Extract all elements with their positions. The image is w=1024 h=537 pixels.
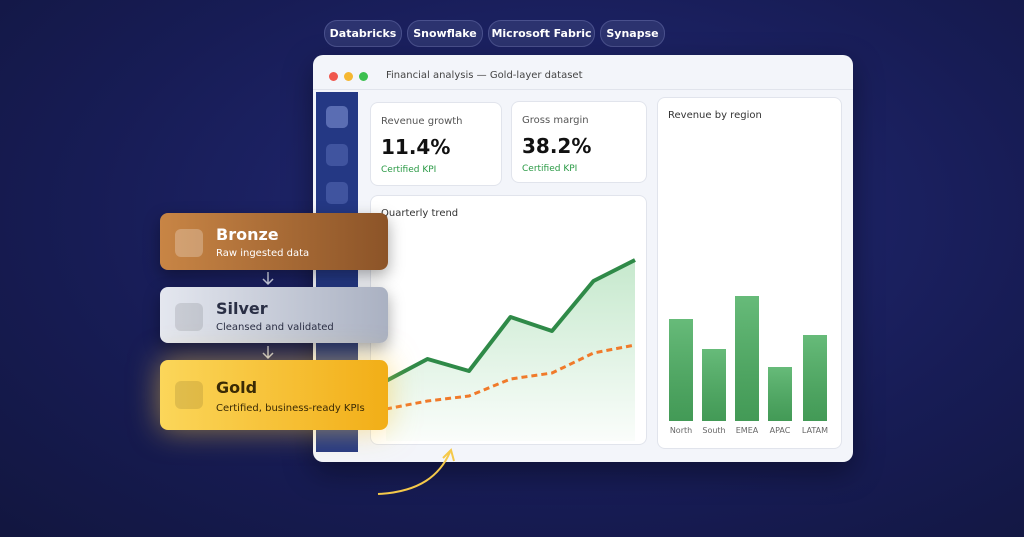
bar-shade [803, 335, 827, 421]
dashboard-window: Financial analysis — Gold-layer dataset … [313, 55, 853, 462]
tag[interactable]: Databricks [324, 20, 402, 47]
tag[interactable]: Microsoft Fabric [488, 20, 595, 47]
x-tick-label: North [670, 426, 692, 435]
kpi-label: Revenue growth [381, 116, 463, 127]
x-tick-label: South [702, 426, 725, 435]
kpi-value: 38.2% [522, 134, 592, 158]
layer-description: Cleansed and validated [216, 322, 334, 333]
line [385, 258, 636, 383]
kpi-label: Gross margin [522, 115, 589, 126]
tag[interactable]: Synapse [600, 20, 665, 47]
arrow [377, 451, 451, 495]
region-chart: North South EMEA APAC LATAM [669, 296, 828, 435]
bar-shade [735, 296, 759, 421]
layer-name: Silver [216, 299, 268, 318]
bar-shade [669, 319, 693, 421]
layer-name: Bronze [216, 225, 279, 244]
bar-shade [702, 349, 726, 421]
chart-title: Revenue by region [668, 110, 762, 121]
layer-card[interactable]: Bronze Raw ingested data [160, 213, 388, 270]
x-tick-label: APAC [770, 426, 791, 435]
bar-shade [768, 367, 792, 421]
min-dot[interactable] [344, 72, 353, 81]
arrow-head [442, 448, 455, 462]
layer-description: Certified, business-ready KPIs [216, 403, 365, 414]
layer-name: Gold [216, 378, 258, 397]
trend-chart [385, 258, 636, 441]
layer-icon [175, 381, 203, 409]
layer-card[interactable]: Gold Certified, business-ready KPIs [160, 360, 388, 430]
layer-description: Raw ingested data [216, 248, 310, 259]
kpi-note: Certified KPI [522, 164, 578, 174]
nav-item[interactable] [326, 144, 348, 166]
x-tick-label: LATAM [802, 426, 828, 435]
layer-card[interactable]: Silver Cleansed and validated [160, 287, 388, 343]
chart-title: Quarterly trend [381, 208, 459, 219]
window-title: Financial analysis — Gold-layer dataset [386, 70, 583, 81]
kpi-card: Revenue growth 11.4% Certified KPI [370, 102, 502, 186]
x-tick-label: EMEA [736, 426, 759, 435]
flow-arrows [262, 272, 274, 360]
kpi-value: 11.4% [381, 135, 451, 159]
layer-icon [175, 303, 203, 331]
area [386, 260, 635, 441]
close-dot[interactable] [329, 72, 338, 81]
line [385, 343, 636, 411]
nav-item[interactable] [326, 106, 348, 128]
max-dot[interactable] [359, 72, 368, 81]
tag[interactable]: Snowflake [407, 20, 483, 47]
region-card: Revenue by region North South EMEA APAC LATA… [657, 97, 842, 449]
kpi-card: Gross margin 38.2% Certified KPI [511, 101, 647, 183]
title-bar: Financial analysis — Gold-layer dataset [313, 55, 853, 90]
layer-icon [175, 229, 203, 257]
nav-item[interactable] [326, 182, 348, 204]
kpi-note: Certified KPI [381, 165, 437, 175]
trend-card: Quarterly trend [370, 195, 647, 445]
